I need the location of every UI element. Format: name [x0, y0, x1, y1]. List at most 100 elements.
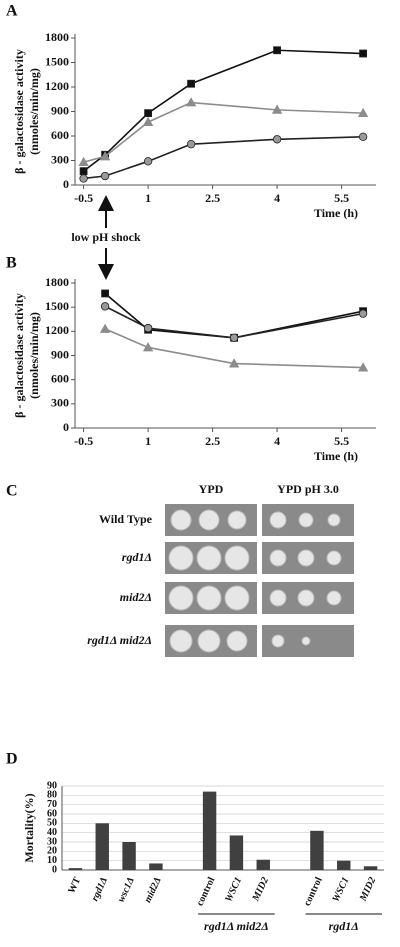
colony	[198, 509, 220, 531]
marker	[78, 156, 89, 167]
marker	[99, 151, 111, 161]
bar	[337, 860, 351, 870]
y-tick-label: 900	[51, 347, 69, 361]
row-label: Wild Type	[99, 512, 153, 526]
bar	[95, 823, 109, 870]
series-line	[83, 49, 364, 172]
x-tick-label: WSC1	[223, 876, 244, 904]
x-tick-label: WSC1	[331, 876, 352, 904]
colony	[326, 590, 342, 606]
colony	[326, 550, 342, 566]
marker	[143, 157, 153, 166]
colony	[297, 549, 315, 567]
colony	[301, 636, 311, 646]
x-axis-label: Time (h)	[314, 449, 358, 463]
marker	[357, 362, 369, 372]
y-axis-label: β - galactosidase activity	[12, 49, 26, 174]
marker	[144, 109, 153, 118]
row-label: rgd1Δ	[122, 550, 152, 564]
colony	[224, 585, 250, 611]
colony	[196, 585, 222, 611]
colony	[224, 545, 250, 571]
marker	[99, 323, 111, 333]
colony	[168, 545, 194, 571]
marker	[79, 167, 88, 176]
marker	[271, 104, 283, 114]
y-tick-label: 600	[51, 128, 69, 142]
series-line	[83, 101, 364, 163]
y-tick-label: 900	[51, 103, 69, 117]
x-tick-label: rgd1Δ	[89, 876, 110, 903]
bar	[122, 842, 136, 870]
colony	[227, 510, 247, 530]
colony	[226, 630, 248, 652]
x-tick-label: 5.5	[334, 191, 349, 205]
x-tick-label: MID2	[250, 876, 271, 904]
colony	[269, 589, 287, 607]
marker	[142, 342, 154, 352]
x-tick-label: 4	[274, 434, 280, 448]
bar	[256, 859, 270, 870]
marker	[359, 49, 368, 58]
y-tick-label: 1800	[45, 30, 69, 44]
colony	[298, 512, 314, 528]
y-tick-label: 40	[47, 827, 57, 838]
bar	[229, 835, 244, 870]
colony	[269, 511, 287, 529]
y-tick-label: 1800	[45, 275, 69, 289]
bar	[202, 791, 217, 870]
group-label: rgd1Δ mid2Δ	[204, 919, 269, 933]
x-tick-label: -0.5	[74, 434, 93, 448]
colony	[269, 549, 287, 567]
colony	[168, 585, 194, 611]
colony	[169, 629, 193, 653]
y-tick-label: 30	[47, 836, 57, 847]
colony	[196, 545, 222, 571]
x-tick-label: 4	[274, 191, 280, 205]
y-tick-label: 0	[63, 177, 69, 191]
panel-label: C	[6, 483, 18, 500]
bar	[149, 863, 163, 870]
colony	[271, 634, 285, 648]
y-tick-label: 1200	[45, 323, 69, 337]
group-label: rgd1Δ	[329, 919, 359, 933]
x-tick-label: control	[302, 875, 325, 907]
marker	[143, 323, 153, 333]
y-tick-label: 20	[47, 846, 57, 857]
x-tick-label: 2.5	[205, 191, 220, 205]
panel-label: A	[6, 3, 18, 20]
y-tick-label: 300	[51, 152, 69, 166]
series-line	[104, 305, 364, 339]
row-label: mid2Δ	[120, 590, 152, 604]
series-line	[83, 136, 364, 180]
x-tick-label: -0.5	[74, 191, 93, 205]
x-tick-label: 2.5	[205, 434, 220, 448]
y-tick-label: 50	[47, 818, 57, 829]
y-tick-label: 70	[47, 799, 57, 810]
y-tick-label: 300	[51, 396, 69, 410]
y-tick-label: 0	[52, 864, 57, 875]
colony	[297, 589, 315, 607]
y-tick-label: 90	[47, 780, 57, 791]
marker	[185, 97, 197, 107]
x-tick-label: MID2	[357, 876, 378, 904]
y-tick-label: 10	[47, 855, 57, 866]
marker	[100, 171, 110, 181]
marker	[273, 46, 282, 55]
marker	[79, 174, 88, 183]
y-axis-label: Mortality(%)	[22, 793, 36, 862]
x-tick-label: wsc1Δ	[116, 876, 137, 904]
colony	[170, 509, 192, 531]
marker	[186, 139, 196, 149]
annotation: low pH shock	[71, 230, 141, 244]
colony	[197, 629, 221, 653]
marker	[357, 107, 369, 118]
y-tick-label: 60	[47, 808, 57, 819]
series-line	[104, 328, 364, 369]
y-axis-label: (nmoles/min/mg)	[27, 312, 41, 399]
x-tick-label: WT	[66, 875, 83, 895]
y-axis-label: (nmoles/min/mg)	[27, 68, 41, 155]
marker	[358, 309, 368, 318]
